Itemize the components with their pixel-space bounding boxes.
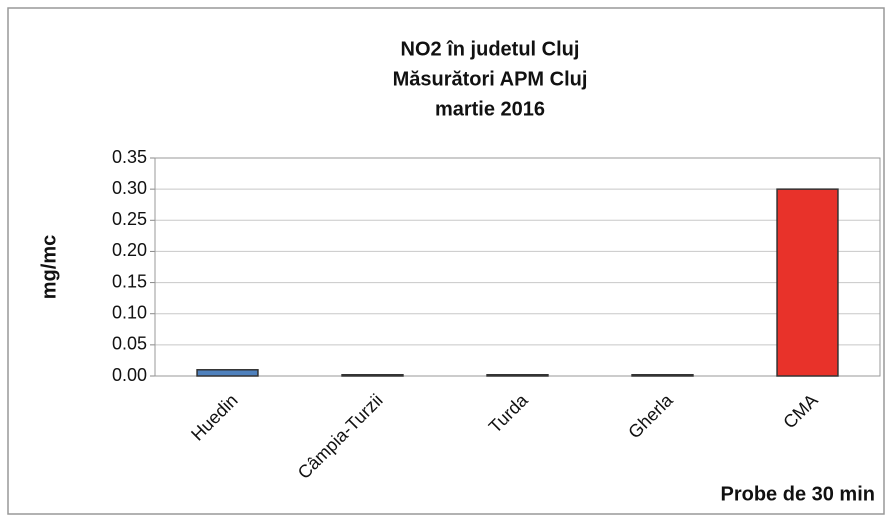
x-axis-title: Probe de 30 min	[721, 483, 876, 505]
chart-title: Măsurători APM Cluj	[393, 68, 588, 90]
bar	[486, 374, 549, 377]
bar	[776, 188, 839, 377]
chart-title: martie 2016	[435, 98, 545, 120]
y-tick-label: 0.10	[112, 302, 147, 322]
bar	[631, 374, 694, 377]
bar	[196, 369, 259, 377]
y-tick-label: 0.15	[112, 271, 147, 291]
chart-title: NO2 în judetul Cluj	[401, 38, 580, 60]
y-tick-label: 0.25	[112, 209, 147, 229]
y-tick-label: 0.30	[112, 178, 147, 198]
y-tick-label: 0.20	[112, 240, 147, 260]
y-axis-title: mg/mc	[38, 235, 60, 299]
y-tick-label: 0.05	[112, 334, 147, 354]
chart-border	[7, 7, 885, 515]
y-tick-label: 0.00	[112, 365, 147, 385]
y-tick-label: 0.35	[112, 147, 147, 167]
bar	[341, 374, 404, 377]
